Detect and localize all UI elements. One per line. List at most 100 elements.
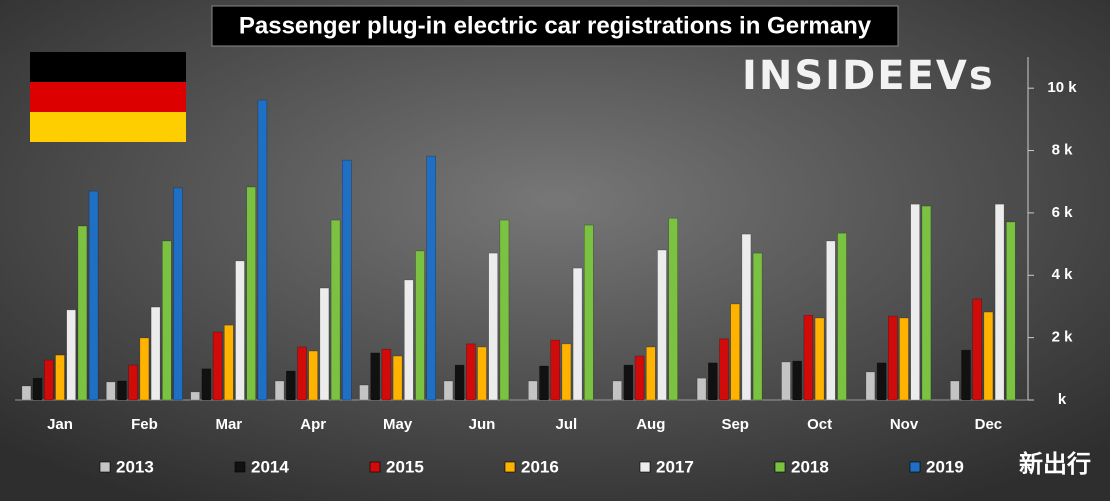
bar — [341, 159, 352, 401]
legend-marker — [99, 461, 111, 473]
bar — [781, 361, 791, 401]
bar — [994, 203, 1005, 401]
bar — [634, 355, 645, 401]
x-tick-label: Dec — [975, 416, 1003, 433]
bar — [488, 252, 499, 401]
flag-stripe — [30, 82, 186, 112]
x-tick-label: Aug — [636, 416, 665, 433]
x-tick-label: Feb — [131, 416, 158, 433]
bar — [274, 380, 285, 401]
flag-stripe — [30, 112, 186, 142]
y-tick-label: 4 k — [1052, 266, 1074, 283]
bar — [668, 217, 679, 401]
x-tick-label: Apr — [300, 416, 326, 433]
bar — [297, 346, 307, 401]
bar — [139, 337, 150, 401]
bar — [381, 348, 392, 401]
flag — [30, 52, 186, 142]
legend-label: 2013 — [116, 457, 154, 476]
bar — [201, 368, 212, 401]
legend-label: 2019 — [926, 457, 964, 476]
bar — [583, 224, 594, 401]
bar — [150, 306, 161, 401]
bar — [285, 370, 296, 401]
legend-marker — [774, 461, 786, 473]
bar — [359, 384, 369, 401]
flag-stripe — [30, 52, 186, 82]
x-tick-label: Oct — [807, 416, 832, 433]
bar — [961, 349, 971, 401]
legend-marker — [504, 461, 516, 473]
bar — [899, 317, 909, 401]
y-tick-label: k — [1058, 391, 1067, 408]
bar — [224, 324, 234, 401]
chart-title: Passenger plug-in electric car registrat… — [239, 12, 872, 39]
bar — [77, 225, 88, 401]
y-tick-label: 2 k — [1052, 329, 1074, 346]
bar — [876, 362, 887, 401]
bar — [921, 205, 932, 401]
bar — [246, 186, 256, 401]
bar — [66, 309, 76, 401]
bar — [910, 203, 921, 401]
bar — [308, 350, 319, 401]
bar — [212, 331, 223, 401]
bar — [190, 391, 200, 401]
bar — [696, 377, 707, 401]
bar — [865, 371, 876, 401]
bar — [752, 252, 763, 401]
bar — [612, 380, 623, 401]
bar — [561, 343, 572, 401]
bar — [550, 339, 561, 401]
bar — [32, 377, 43, 401]
legend-marker — [234, 461, 246, 473]
bar — [454, 364, 465, 401]
bar — [837, 232, 847, 401]
bar — [257, 99, 268, 401]
bar — [21, 385, 32, 401]
bar — [572, 267, 583, 401]
legend-marker — [369, 461, 381, 473]
bar — [330, 219, 341, 401]
title-box — [211, 5, 899, 47]
bar — [719, 338, 729, 401]
bar — [235, 260, 245, 401]
x-tick-label: Mar — [215, 416, 242, 433]
x-tick-label: Nov — [890, 416, 919, 433]
x-tick-label: Jun — [469, 416, 496, 433]
bar — [730, 303, 741, 401]
x-tick-label: May — [383, 416, 413, 433]
bar — [370, 352, 381, 401]
bar — [415, 250, 425, 401]
legend-marker — [639, 461, 651, 473]
bar — [645, 346, 656, 401]
legend-label: 2015 — [386, 457, 424, 476]
bar — [392, 355, 403, 401]
bar — [825, 240, 836, 401]
bar — [465, 343, 476, 401]
legend-label: 2014 — [251, 457, 289, 476]
y-tick-label: 6 k — [1052, 204, 1074, 221]
y-tick-label: 10 k — [1047, 79, 1077, 96]
watermark: 新出行 — [1019, 450, 1091, 478]
bar — [443, 380, 454, 401]
logo: INSIDEEVs — [742, 53, 995, 99]
bar — [792, 360, 803, 401]
y-tick-label: 8 k — [1052, 142, 1074, 159]
bar — [1005, 221, 1016, 401]
legend-label: 2017 — [656, 457, 694, 476]
bar — [106, 381, 116, 401]
bar — [162, 240, 172, 401]
bar — [527, 380, 538, 401]
bar — [623, 364, 634, 401]
bar — [972, 298, 983, 401]
bar — [319, 287, 330, 401]
bar — [741, 233, 752, 401]
x-tick-label: Sep — [721, 416, 749, 433]
legend-label: 2016 — [521, 457, 559, 476]
bar — [887, 315, 898, 401]
x-tick-label: Jan — [47, 416, 73, 433]
bar — [803, 314, 814, 401]
bar — [477, 346, 487, 401]
